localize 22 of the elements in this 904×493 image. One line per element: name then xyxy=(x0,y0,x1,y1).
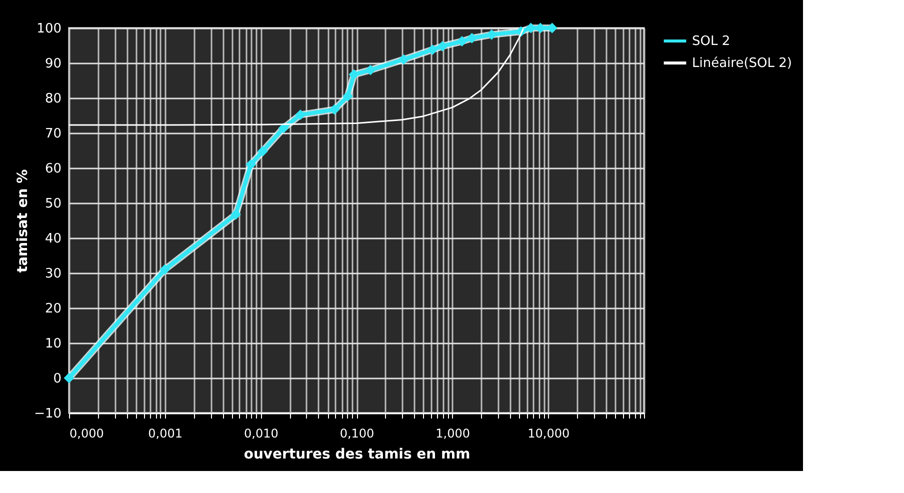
y-tick-label: 20 xyxy=(44,302,62,316)
y-tick-label: 80 xyxy=(44,92,62,106)
y-tick-label: 30 xyxy=(44,266,62,282)
x-tick-label: 10,000 xyxy=(528,426,570,440)
y-tick-label: 0 xyxy=(53,372,62,386)
x-tick-label: 0,010 xyxy=(244,426,278,440)
x-tick-label: 0,100 xyxy=(340,426,374,440)
legend-label: Linéaire(SOL 2) xyxy=(692,56,792,71)
x-tick-label: 0,001 xyxy=(148,426,183,440)
legend-label: SOL 2 xyxy=(692,34,730,49)
x-tick-label: 1,000 xyxy=(436,426,470,440)
x-axis-title: ouvertures des tamis en mm xyxy=(244,446,470,462)
y-tick-label: 90 xyxy=(44,56,62,72)
y-tick-label: −10 xyxy=(34,406,62,422)
y-tick-label: 70 xyxy=(44,126,62,142)
y-tick-label: 60 xyxy=(44,162,62,176)
y-tick-label: 50 xyxy=(44,196,62,212)
x-tick-label: 0,000 xyxy=(70,426,104,440)
y-axis-title: tamisat en % xyxy=(15,169,32,273)
y-tick-label: 10 xyxy=(44,336,62,352)
y-tick-label: 40 xyxy=(44,232,62,246)
y-tick-label: 100 xyxy=(36,22,62,36)
